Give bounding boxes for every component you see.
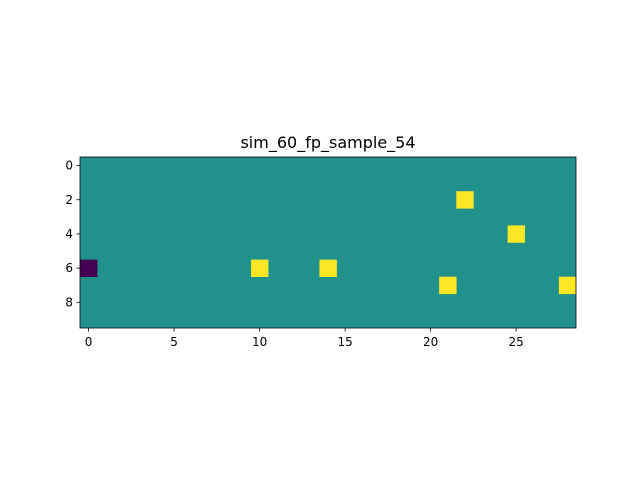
heatmap-cell-high — [456, 191, 474, 209]
x-tick-label: 25 — [508, 335, 523, 349]
heatmap-cell-high — [439, 276, 457, 295]
axes-frame — [79, 156, 577, 329]
y-tick-label: 8 — [65, 295, 73, 309]
axes: 0 5 10 15 20 25 0 2 4 6 8 — [65, 156, 577, 349]
y-tick-label: 2 — [65, 193, 73, 207]
x-tick-label: 5 — [170, 335, 178, 349]
heatmap-cell-high — [319, 259, 337, 277]
y-tick-label: 6 — [65, 261, 73, 275]
heatmap-cell-high — [507, 225, 525, 243]
heatmap-cells — [80, 157, 577, 328]
chart-title: sim_60_fp_sample_54 — [240, 133, 415, 153]
x-tick-label: 20 — [423, 335, 438, 349]
heatmap-background-cells — [80, 157, 576, 328]
heatmap-cell-low — [80, 259, 98, 277]
y-tick-label: 4 — [65, 227, 73, 241]
y-tick-label: 0 — [65, 159, 73, 173]
x-tick-label: 15 — [337, 335, 352, 349]
x-tick-label: 10 — [252, 335, 267, 349]
heatmap-cell-high — [251, 259, 269, 277]
x-tick-label: 0 — [85, 335, 93, 349]
heatmap-cell-high — [558, 276, 577, 295]
